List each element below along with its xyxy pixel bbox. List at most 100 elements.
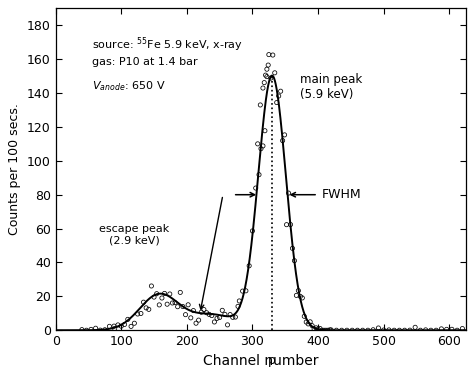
Point bbox=[320, 327, 328, 333]
Point bbox=[316, 326, 324, 332]
Point bbox=[229, 314, 237, 320]
Point bbox=[283, 222, 291, 228]
Point bbox=[302, 319, 310, 325]
Point bbox=[182, 312, 189, 318]
Point bbox=[297, 293, 304, 299]
Point bbox=[234, 303, 242, 309]
Point bbox=[190, 308, 197, 314]
Point bbox=[224, 322, 231, 328]
Point bbox=[92, 325, 100, 331]
Point bbox=[304, 321, 312, 327]
Point bbox=[128, 323, 135, 329]
Point bbox=[153, 291, 161, 297]
Point bbox=[137, 311, 145, 317]
Point bbox=[130, 320, 138, 326]
Point bbox=[118, 323, 125, 329]
Point bbox=[140, 299, 147, 305]
Point bbox=[275, 93, 283, 99]
Point bbox=[458, 326, 466, 332]
Point bbox=[264, 62, 272, 68]
Point bbox=[299, 295, 306, 301]
Point bbox=[301, 313, 308, 319]
Point bbox=[114, 322, 122, 328]
Point bbox=[219, 307, 226, 313]
Point bbox=[158, 295, 166, 301]
Point bbox=[161, 290, 168, 296]
X-axis label: Channel number: Channel number bbox=[203, 354, 319, 368]
Point bbox=[309, 323, 316, 329]
Point bbox=[213, 315, 221, 321]
Point bbox=[291, 258, 298, 264]
Point bbox=[289, 245, 296, 251]
Point bbox=[257, 146, 265, 152]
Point bbox=[145, 306, 153, 312]
Point bbox=[310, 326, 318, 332]
Point bbox=[82, 327, 90, 333]
Point bbox=[187, 315, 194, 321]
Point bbox=[169, 300, 176, 306]
Point bbox=[448, 326, 456, 332]
Text: FWHM: FWHM bbox=[321, 188, 361, 201]
Point bbox=[221, 311, 228, 317]
Point bbox=[101, 327, 109, 333]
Point bbox=[273, 100, 281, 106]
Point bbox=[256, 102, 264, 108]
Point bbox=[249, 228, 256, 234]
Point bbox=[364, 327, 372, 333]
Point bbox=[216, 314, 223, 320]
Point bbox=[281, 132, 288, 138]
Point bbox=[171, 300, 179, 306]
Point bbox=[142, 305, 150, 311]
Point bbox=[267, 75, 274, 81]
Point bbox=[164, 301, 171, 307]
Point bbox=[134, 311, 141, 317]
Point bbox=[106, 323, 113, 329]
Text: gas: P10 at 1.4 bar: gas: P10 at 1.4 bar bbox=[91, 58, 197, 67]
Point bbox=[147, 283, 155, 289]
Point bbox=[110, 323, 118, 329]
Point bbox=[263, 74, 271, 80]
Point bbox=[203, 310, 210, 316]
Point bbox=[401, 327, 409, 333]
Point bbox=[322, 327, 330, 333]
Point bbox=[285, 190, 292, 196]
Point bbox=[422, 327, 429, 333]
Point bbox=[174, 304, 182, 310]
Point bbox=[259, 85, 267, 91]
Point bbox=[396, 327, 403, 333]
Point bbox=[391, 327, 398, 333]
Point bbox=[166, 291, 173, 297]
Point bbox=[338, 327, 346, 333]
Point bbox=[438, 326, 445, 332]
Point bbox=[417, 327, 424, 333]
Point bbox=[333, 327, 340, 333]
Point bbox=[277, 88, 284, 94]
Point bbox=[208, 312, 216, 318]
Point bbox=[265, 52, 273, 58]
Point bbox=[176, 290, 184, 296]
Point bbox=[306, 319, 314, 325]
Point bbox=[200, 306, 208, 312]
Point bbox=[121, 321, 128, 327]
Point bbox=[269, 52, 276, 58]
Point bbox=[318, 327, 326, 333]
Point bbox=[192, 320, 200, 326]
Point bbox=[343, 327, 351, 333]
Point bbox=[254, 141, 262, 147]
Point bbox=[348, 327, 356, 333]
Point bbox=[236, 298, 243, 304]
Point bbox=[252, 185, 260, 191]
Point bbox=[227, 312, 234, 318]
Point bbox=[124, 316, 132, 322]
Point bbox=[205, 311, 213, 317]
Point bbox=[279, 138, 286, 144]
Point bbox=[179, 303, 187, 309]
Point bbox=[263, 66, 271, 72]
Point bbox=[155, 302, 163, 308]
Point bbox=[255, 172, 263, 178]
Point bbox=[261, 128, 269, 134]
Point bbox=[294, 288, 302, 294]
Point bbox=[354, 327, 361, 333]
Point bbox=[427, 327, 435, 333]
Text: escape peak
(2.9 keV): escape peak (2.9 keV) bbox=[99, 224, 170, 246]
